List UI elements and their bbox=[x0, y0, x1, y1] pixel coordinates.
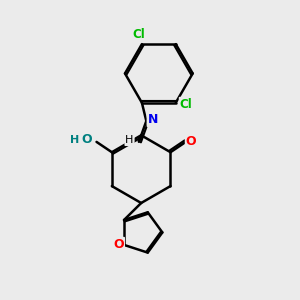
Text: H: H bbox=[125, 135, 134, 145]
Text: Cl: Cl bbox=[180, 98, 192, 111]
Text: O: O bbox=[81, 133, 92, 146]
Text: Cl: Cl bbox=[133, 28, 145, 41]
Text: N: N bbox=[148, 113, 158, 126]
Text: O: O bbox=[186, 135, 196, 148]
Text: H: H bbox=[70, 134, 79, 145]
Text: O: O bbox=[113, 238, 124, 251]
